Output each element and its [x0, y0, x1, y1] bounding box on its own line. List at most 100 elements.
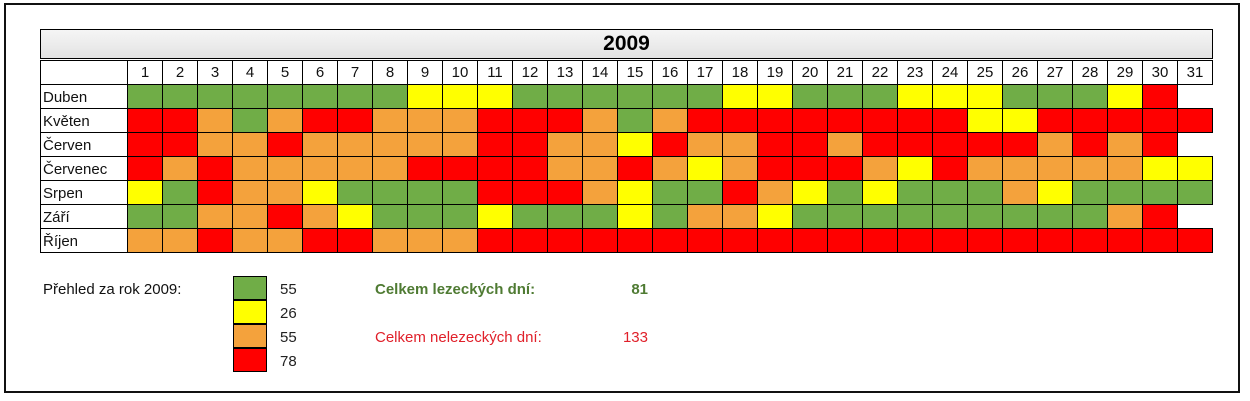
day-header-label: 6	[316, 64, 324, 81]
day-cell	[1177, 228, 1213, 253]
day-cell	[897, 156, 933, 181]
day-cell	[652, 108, 688, 133]
day-cell	[1037, 156, 1073, 181]
day-cell	[897, 204, 933, 229]
day-cell	[232, 108, 268, 133]
day-cell	[1107, 108, 1143, 133]
day-cell	[1107, 180, 1143, 205]
day-cell	[1142, 204, 1178, 229]
day-header-cell	[617, 60, 653, 85]
day-cell	[197, 228, 233, 253]
day-cell	[792, 132, 828, 157]
day-cell	[232, 228, 268, 253]
day-cell	[302, 204, 338, 229]
day-header-cell	[932, 60, 968, 85]
day-cell	[617, 84, 653, 109]
day-cell	[582, 180, 618, 205]
day-header-label: 31	[1187, 64, 1204, 81]
day-header-cell	[372, 60, 408, 85]
day-cell	[442, 84, 478, 109]
day-cell	[582, 132, 618, 157]
day-cell	[932, 180, 968, 205]
day-cell	[162, 180, 198, 205]
day-cell	[582, 204, 618, 229]
day-cell	[477, 156, 513, 181]
day-cell	[862, 84, 898, 109]
day-cell	[932, 108, 968, 133]
day-cell	[687, 204, 723, 229]
legend-count-yellow: 26	[280, 305, 297, 322]
day-header-label: 11	[487, 64, 503, 81]
day-cell	[337, 204, 373, 229]
day-cell	[687, 228, 723, 253]
day-cell	[302, 228, 338, 253]
day-cell	[1107, 228, 1143, 253]
day-header-cell	[302, 60, 338, 85]
day-cell	[792, 156, 828, 181]
day-cell	[1037, 132, 1073, 157]
day-header-label: 15	[627, 64, 644, 81]
day-cell	[722, 132, 758, 157]
legend-swatch-orange	[233, 324, 267, 348]
day-cell	[1002, 228, 1038, 253]
day-cell	[757, 108, 793, 133]
day-cell	[897, 84, 933, 109]
day-cell	[827, 84, 863, 109]
climbing-days-value: 81	[631, 281, 648, 298]
day-cell	[932, 132, 968, 157]
day-cell	[652, 132, 688, 157]
day-cell	[337, 180, 373, 205]
day-header-label: 8	[386, 64, 394, 81]
day-header-label: 21	[837, 64, 854, 81]
month-label-cell	[40, 204, 128, 229]
day-cell	[407, 204, 443, 229]
day-cell	[617, 132, 653, 157]
day-header-label: 26	[1012, 64, 1029, 81]
day-header-label: 20	[802, 64, 819, 81]
day-cell	[932, 156, 968, 181]
day-cell	[757, 132, 793, 157]
day-cell	[232, 156, 268, 181]
day-cell	[407, 132, 443, 157]
day-cell	[862, 156, 898, 181]
day-header-label: 12	[522, 64, 539, 81]
day-cell	[337, 228, 373, 253]
day-cell	[442, 228, 478, 253]
day-cell	[127, 108, 163, 133]
day-cell	[512, 84, 548, 109]
day-cell	[232, 180, 268, 205]
day-cell	[862, 108, 898, 133]
legend-count-orange: 55	[280, 329, 297, 346]
day-cell	[1072, 204, 1108, 229]
day-cell	[827, 132, 863, 157]
day-cell	[477, 84, 513, 109]
day-cell	[512, 204, 548, 229]
day-cell	[477, 180, 513, 205]
day-cell	[442, 204, 478, 229]
day-cell	[862, 180, 898, 205]
day-cell	[442, 180, 478, 205]
day-header-label: 7	[351, 64, 359, 81]
day-cell	[337, 108, 373, 133]
day-cell	[617, 180, 653, 205]
day-cell	[267, 84, 303, 109]
day-cell	[547, 156, 583, 181]
day-cell	[162, 132, 198, 157]
day-cell	[1072, 228, 1108, 253]
day-header-label: 22	[872, 64, 889, 81]
day-header-label: 13	[557, 64, 574, 81]
day-cell	[547, 228, 583, 253]
day-cell	[757, 204, 793, 229]
day-header-label: 16	[662, 64, 679, 81]
day-header-cell	[547, 60, 583, 85]
day-cell	[197, 156, 233, 181]
day-cell	[232, 204, 268, 229]
day-cell	[1072, 180, 1108, 205]
day-cell	[827, 156, 863, 181]
day-header-label: 5	[281, 64, 289, 81]
day-cell	[722, 228, 758, 253]
day-cell	[1002, 156, 1038, 181]
day-cell	[1002, 132, 1038, 157]
legend-count-red: 78	[280, 353, 297, 370]
